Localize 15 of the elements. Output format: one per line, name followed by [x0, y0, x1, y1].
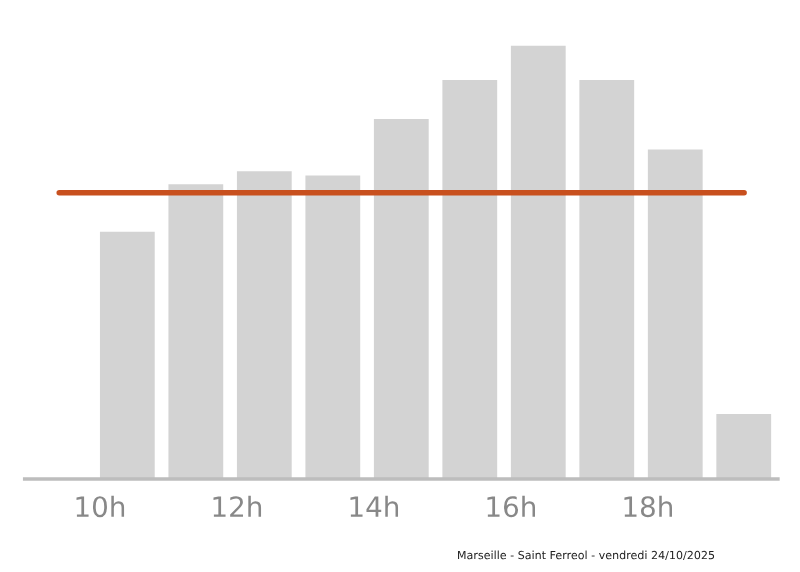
- bar: [716, 413, 772, 479]
- x-tick-label: 18h: [624, 495, 672, 518]
- x-tick-label: 14h: [350, 495, 399, 517]
- bar: [99, 231, 155, 479]
- bar: [168, 184, 224, 479]
- x-tick-label: 16h: [487, 495, 535, 518]
- bar: [305, 175, 361, 479]
- bar: [236, 171, 292, 479]
- bar: [579, 80, 635, 479]
- bar: [442, 80, 498, 479]
- x-tick-label: 10h: [76, 495, 125, 518]
- bar: [647, 149, 703, 479]
- x-tick-label: 12h: [213, 495, 262, 517]
- bar: [510, 45, 566, 479]
- bar: [373, 119, 429, 479]
